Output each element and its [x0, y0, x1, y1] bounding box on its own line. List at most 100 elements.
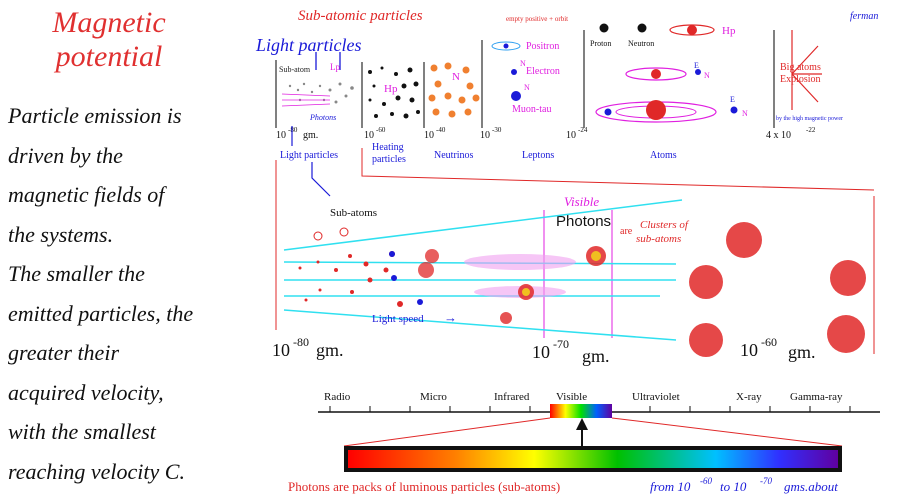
description-line: with the smallest	[8, 419, 156, 444]
spectrum-label-visible: Visible	[556, 391, 587, 403]
photons-label: Photons	[309, 113, 336, 122]
photon-rays	[281, 93, 331, 107]
empty-positive-label: empty positive + orbit	[506, 15, 568, 23]
scale-exp: -80	[288, 126, 298, 134]
muon-n-label: N	[524, 83, 530, 92]
category-neutrinos: Neutrinos	[434, 150, 474, 161]
funnel-blue-dot	[417, 299, 423, 305]
spectrum-label-gamma: Gamma-ray	[790, 391, 843, 403]
scale-base: 4 x 10	[766, 130, 791, 141]
scale-exp: -40	[436, 126, 446, 134]
spectrum-caption2-exp1: -60	[700, 476, 712, 486]
spectrum-ticks	[329, 406, 851, 412]
light-speed-arrow: →	[444, 310, 457, 325]
neutrino-dots	[428, 62, 480, 118]
clusters-label-2: sub-atoms	[636, 233, 681, 245]
electron-n-label: N	[520, 59, 526, 68]
explosion-arrows	[791, 30, 822, 110]
funnel-blue-dot	[389, 251, 395, 257]
spectrum-bar	[348, 450, 838, 468]
heating-particle-dots	[368, 66, 420, 119]
category-heating: Heating	[372, 142, 404, 153]
scale-left-exp: -80	[293, 335, 309, 349]
hp2-label: Hp	[722, 25, 736, 37]
large-cluster	[726, 222, 762, 258]
category-atoms: Atoms	[650, 150, 677, 161]
scale-base: 10	[424, 130, 434, 141]
description-line: the systems.	[8, 221, 114, 247]
muon-tau-label: Muon-tau	[512, 104, 551, 115]
category-leptons: Leptons	[522, 150, 554, 161]
description-line: driven by the	[8, 142, 123, 168]
photon-haze	[464, 254, 576, 270]
light-particles-heading: Light particles	[255, 35, 362, 55]
scale-right-exp: -60	[761, 335, 777, 349]
large-cluster	[689, 323, 723, 357]
atom-e-label: E	[694, 61, 699, 70]
spectrum-arrow-head	[576, 418, 588, 430]
visible-band	[550, 404, 612, 418]
spectrum-caption: Photons are packs of luminous particles …	[288, 479, 560, 494]
photons-heading: Photons	[556, 213, 611, 230]
small-cluster	[418, 262, 434, 278]
sub-atomic-header: Sub-atomic particles	[298, 8, 423, 24]
description-line: magnetic fields of	[8, 182, 165, 207]
scale-exp: -60	[376, 126, 386, 134]
electron-dot	[511, 69, 517, 75]
hp-label: Hp	[384, 83, 398, 95]
explosion-label: Explosion	[780, 74, 821, 85]
scale-exp: -22	[806, 126, 816, 134]
positron-label: Positron	[526, 41, 559, 52]
scale-mid-unit: gm.	[582, 346, 610, 366]
description-line: greater their	[8, 340, 119, 365]
light-particle-connector	[311, 162, 331, 197]
funnel-dots	[298, 251, 403, 307]
spectrum-label-micro: Micro	[420, 391, 447, 403]
positron-orbit	[491, 41, 521, 51]
lp-label: Lp	[330, 62, 340, 72]
are-label: are	[620, 226, 633, 237]
atom-small	[651, 69, 661, 79]
spectrum-label-xray: X-ray	[736, 391, 762, 403]
atom-n-label: N	[704, 71, 710, 80]
scale-right-unit: gm.	[788, 342, 816, 362]
spectrum-label-radio: Radio	[324, 391, 351, 403]
page-title: Magnetic potential	[14, 6, 204, 74]
sub-atom-label: Sub-atom	[279, 65, 311, 74]
electron-label: Electron	[526, 66, 560, 77]
muon-dot	[511, 91, 521, 101]
high-magnetic-label: by the high magnetic power	[776, 116, 843, 122]
scale-left-unit: gm.	[316, 340, 344, 360]
expansion-line	[343, 417, 551, 447]
spectrum-caption2-exp2: -70	[760, 476, 772, 486]
neutron-label: Neutron	[628, 39, 654, 48]
proton-label: Proton	[590, 39, 611, 48]
large-cluster	[830, 260, 866, 296]
scale-exp: -24	[578, 126, 588, 134]
scale-unit: gm.	[303, 130, 318, 141]
clusters-label-1: Clusters of	[640, 219, 690, 231]
proton-dot	[599, 23, 609, 33]
large-cluster	[827, 315, 865, 353]
big-atoms-label: Big atoms	[780, 62, 821, 73]
atom-right-e-label: E	[730, 95, 735, 104]
spectrum-caption2-suffix: gms.about	[784, 479, 838, 494]
light-speed-label: Light speed	[372, 313, 424, 325]
spectrum-caption2-prefix: from 10	[650, 479, 691, 494]
funnel-blue-dot	[391, 275, 397, 281]
photon-cluster-core	[522, 288, 530, 296]
small-cluster	[425, 249, 439, 263]
sub-atom-ring	[313, 231, 323, 241]
category-light-particles: Light particles	[280, 150, 338, 161]
title-line-1: Magnetic	[52, 6, 166, 39]
scale-base: 10	[276, 130, 286, 141]
positron-dot	[503, 43, 509, 49]
scale-base: 10	[480, 130, 490, 141]
description-line: reaching velocity C.	[8, 458, 185, 484]
scale-left-base: 10	[272, 340, 290, 360]
hp-atom	[687, 25, 697, 35]
atom-right-n-label: N	[742, 109, 748, 118]
title-line-2: potential	[55, 40, 163, 73]
description-line: acquired velocity,	[8, 379, 164, 405]
